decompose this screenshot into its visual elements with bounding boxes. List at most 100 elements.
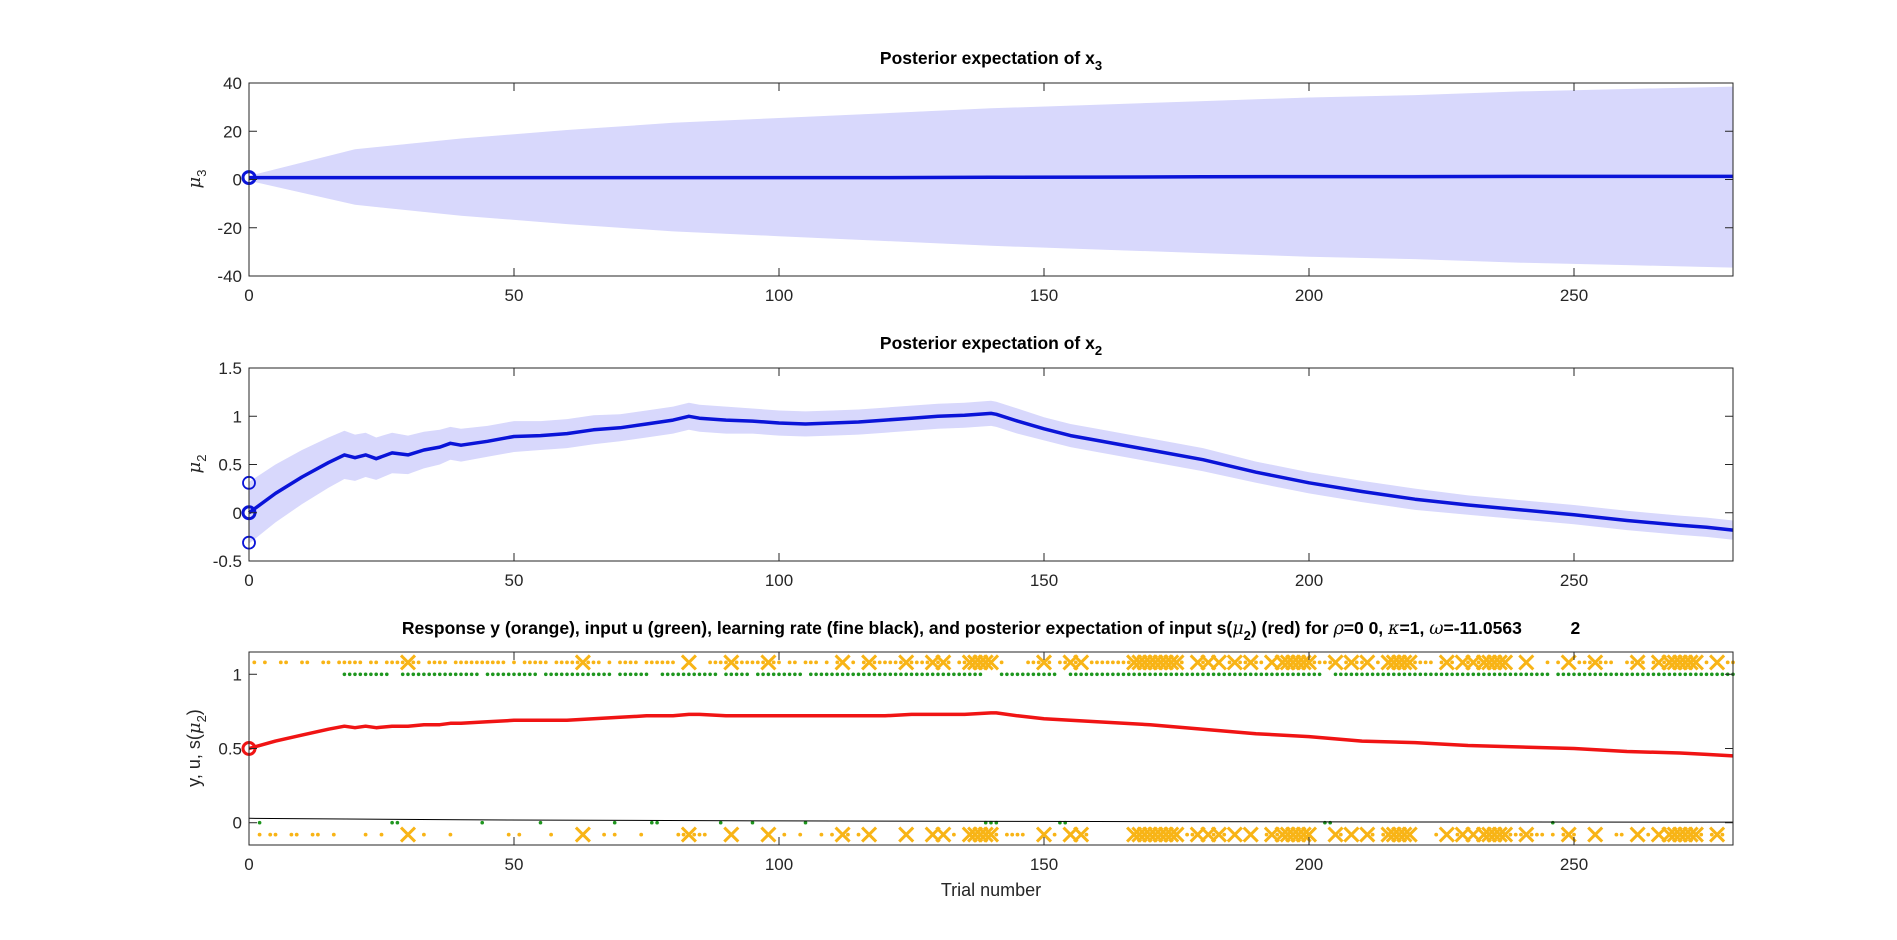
response-dot — [1058, 660, 1062, 665]
middle-x-ticks: 0 50 100 150 200 250 — [244, 368, 1588, 590]
response-cross — [1518, 654, 1535, 671]
input-u-dot — [623, 672, 628, 677]
top-x-tick-label: 150 — [1030, 286, 1058, 305]
bottom-y-tick-label: 0.5 — [218, 740, 242, 759]
bottom-y-tick-label: 0 — [233, 814, 242, 833]
input-u-dot — [1397, 672, 1401, 677]
input-u-dot — [257, 820, 262, 825]
response-dot — [363, 832, 368, 837]
response-dot — [1036, 660, 1041, 665]
response-dot — [1238, 660, 1242, 665]
input-u-dot — [597, 672, 601, 677]
response-dot — [798, 832, 803, 837]
response-dot — [379, 832, 384, 837]
response-cross — [1401, 654, 1418, 671]
input-u-dot — [374, 672, 379, 677]
response-dot — [1264, 832, 1269, 837]
input-u-dot — [761, 672, 765, 677]
response-dot — [1550, 832, 1555, 837]
input-u-dot — [1333, 672, 1338, 677]
response-dot — [1725, 660, 1730, 665]
input-u-dot — [1672, 672, 1677, 677]
response-dot — [1328, 660, 1333, 665]
response-dot — [1561, 832, 1566, 837]
response-dot — [1084, 832, 1089, 837]
input-u-dot — [453, 672, 458, 677]
bottom-x-tick-label: 0 — [244, 855, 253, 874]
response-cross — [834, 654, 851, 671]
input-u-dot — [756, 672, 760, 677]
input-u-dot — [729, 672, 734, 677]
response-dot — [395, 660, 400, 665]
response-cross — [399, 826, 417, 843]
top-y-ticks: 40 20 0 -20 -40 — [217, 74, 1733, 286]
input-u-dot — [692, 672, 696, 677]
input-u-dot — [1651, 672, 1656, 677]
response-dot — [353, 660, 357, 665]
response-dot — [602, 832, 606, 837]
input-u-dot — [851, 672, 855, 677]
response-cross — [723, 826, 740, 843]
response-dot — [321, 660, 326, 665]
response-dot — [1545, 660, 1550, 665]
response-dot — [1646, 832, 1651, 837]
response-dot — [1312, 660, 1317, 665]
response-cross — [1491, 654, 1508, 671]
response-dot — [570, 660, 575, 665]
x-axis-label: Trial number — [941, 880, 1041, 900]
bottom-x-tick-label: 150 — [1030, 855, 1058, 874]
input-u-dot — [777, 672, 781, 677]
response-dot — [257, 832, 262, 837]
response-dot — [1047, 660, 1052, 665]
response-dot — [337, 660, 341, 665]
middle-x-tick-label: 100 — [765, 571, 793, 590]
input-u-dot — [1127, 672, 1131, 677]
response-dot — [294, 832, 299, 837]
response-cross — [1295, 826, 1312, 843]
response-dot — [861, 660, 866, 665]
top-y-tick-label: 40 — [223, 74, 242, 93]
response-dot — [1423, 660, 1428, 665]
response-dot — [1529, 832, 1534, 837]
response-dot — [1519, 832, 1523, 837]
response-cross — [1242, 826, 1259, 843]
response-cross — [1343, 826, 1360, 843]
response-cross — [1682, 826, 1699, 843]
input-u-dot — [946, 672, 951, 677]
response-dot — [1100, 660, 1105, 665]
response-dot — [591, 660, 596, 665]
input-u-dot — [766, 672, 771, 677]
input-u-dot — [491, 672, 495, 677]
response-dot — [1360, 660, 1364, 665]
input-u-dot — [634, 672, 638, 677]
input-u-dot — [1344, 672, 1348, 677]
input-u-dot — [1614, 672, 1619, 677]
input-u-dot — [1492, 672, 1497, 677]
response-dot — [506, 832, 511, 837]
input-u-dot — [1201, 672, 1205, 677]
middle-uncertainty-band — [249, 400, 1733, 544]
response-dot — [1439, 660, 1444, 665]
response-dot — [925, 660, 930, 665]
input-u-dot — [1291, 672, 1295, 677]
input-u-dot — [1434, 672, 1438, 677]
input-u-dot — [962, 672, 967, 677]
input-u-dot — [1021, 672, 1025, 677]
response-dot — [522, 660, 527, 665]
response-dot — [538, 660, 543, 665]
response-dot — [851, 660, 856, 665]
response-cross — [1210, 826, 1227, 843]
response-cross — [1343, 654, 1360, 671]
response-cross — [1210, 654, 1227, 671]
input-u-dot — [703, 672, 707, 677]
input-u-dot — [1699, 672, 1703, 677]
response-dot — [1211, 832, 1216, 837]
response-cross — [1242, 654, 1259, 671]
input-u-dot — [883, 672, 887, 677]
response-dot — [1720, 832, 1725, 837]
response-dot — [681, 832, 686, 837]
response-cross — [1687, 826, 1704, 843]
response-dot — [946, 660, 951, 665]
response-dot — [713, 660, 718, 665]
